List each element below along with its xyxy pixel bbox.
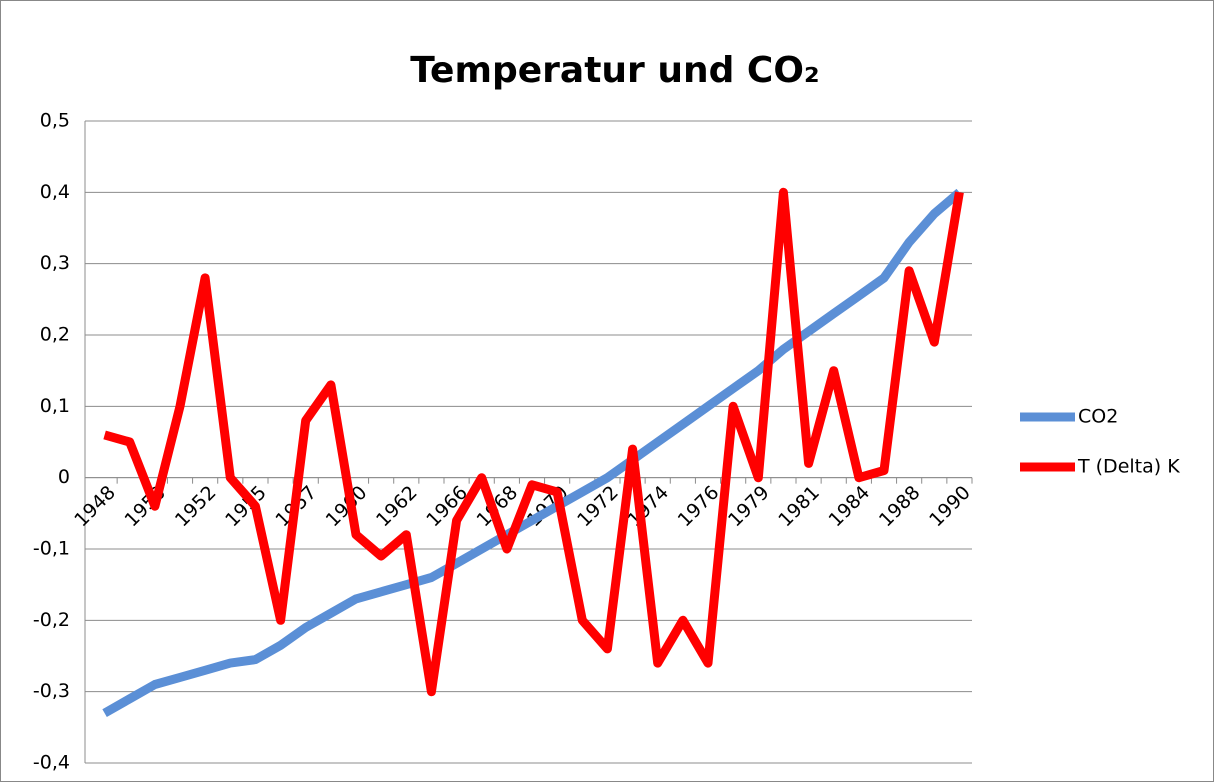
series-line [103, 187, 964, 697]
y-tick-label: 0,1 [40, 395, 70, 417]
y-tick-label: 0,2 [40, 324, 70, 346]
y-tick-label: 0,3 [40, 252, 70, 274]
series-line [102, 188, 963, 718]
y-tick-label: -0,1 [33, 538, 70, 560]
y-tick-label: 0 [58, 466, 70, 488]
y-tick-label: -0,4 [33, 752, 70, 774]
y-tick-label: -0,3 [33, 680, 70, 702]
legend-label: T (Delta) K [1077, 456, 1180, 478]
y-tick-label: 0,4 [40, 181, 70, 203]
chart-title: Temperatur und CO₂ [410, 50, 819, 91]
y-tick-label: 0,5 [40, 110, 70, 132]
y-tick-label: -0,2 [33, 609, 70, 631]
legend-label: CO2 [1078, 406, 1118, 428]
